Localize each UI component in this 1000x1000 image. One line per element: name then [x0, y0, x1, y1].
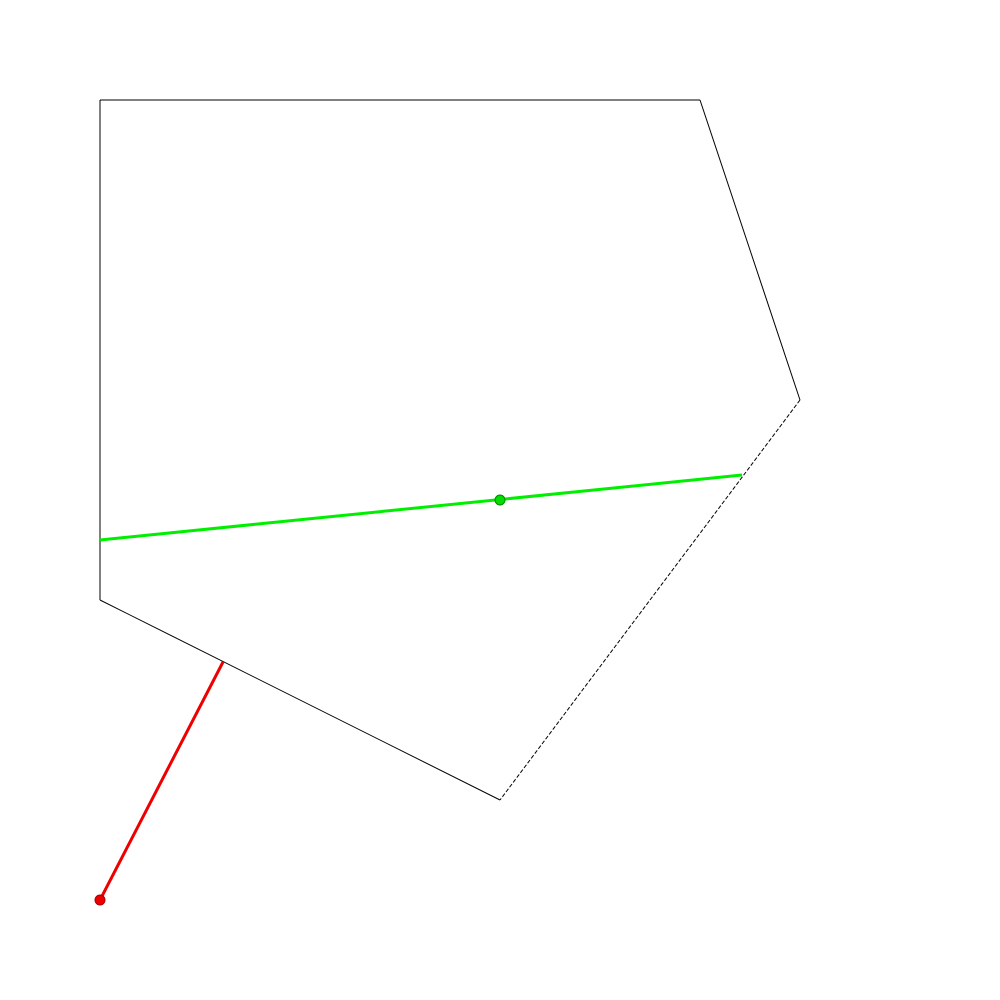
- green-point: [494, 494, 506, 506]
- polygon-edge: [99, 599, 501, 801]
- polygon-edge-dashed: [499, 399, 801, 801]
- polygon: [99, 99, 801, 801]
- polygon-edge: [699, 99, 801, 401]
- red-line: [98, 661, 225, 901]
- red-point: [94, 894, 106, 906]
- green-line: [99, 473, 743, 542]
